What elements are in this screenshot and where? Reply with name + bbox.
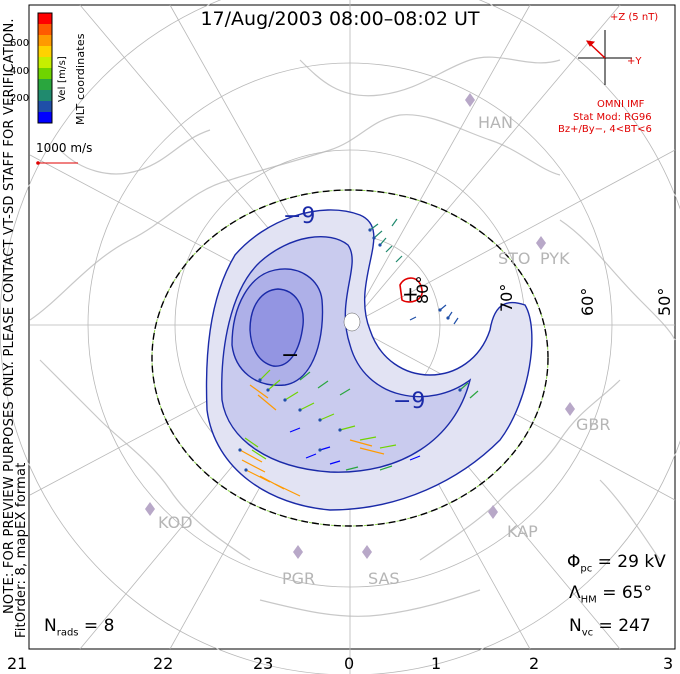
gap-patch bbox=[343, 312, 361, 332]
hm-latitude: ΛHM = 65° bbox=[569, 583, 652, 605]
imf-source: OMNI IMF bbox=[597, 99, 645, 110]
contour-label-neg: −9 bbox=[283, 204, 316, 229]
mlt-tick-1: 1 bbox=[431, 654, 442, 673]
colorbar-label: Vel [m/s] bbox=[57, 55, 68, 102]
colorbar-swatch bbox=[38, 79, 52, 90]
potential-max: + bbox=[402, 282, 419, 306]
station-pyk: PYK bbox=[540, 249, 570, 268]
plot-frame bbox=[28, 4, 676, 650]
colorbar-tick-400: 400 bbox=[10, 66, 30, 77]
nrads-symbol: N bbox=[44, 616, 57, 636]
mlt-tick-22: 22 bbox=[153, 654, 174, 673]
imf-y-label: +Y bbox=[627, 56, 642, 67]
colorbar-swatch bbox=[38, 13, 52, 24]
potential-min: − bbox=[281, 343, 300, 368]
stat-model: Stat Mod: RG96 bbox=[573, 112, 652, 123]
map-title: 17/Aug/2003 08:00–08:02 UT bbox=[200, 8, 480, 30]
coastlines bbox=[29, 56, 676, 617]
station-gbr: GBR bbox=[576, 415, 611, 434]
reference-vector bbox=[36, 161, 78, 165]
ref-vector-label: 1000 m/s bbox=[36, 141, 93, 155]
colorbar-swatch bbox=[38, 101, 52, 112]
station-sas: SAS bbox=[368, 569, 400, 588]
imf-z-label: +Z (5 nT) bbox=[610, 12, 659, 23]
lat-label-50: 50° bbox=[655, 287, 674, 316]
colorbar-swatch bbox=[38, 68, 52, 79]
velocity-vectors bbox=[239, 218, 479, 497]
imf-conditions: Bz+/By−, 4<BT<6 bbox=[558, 124, 652, 135]
imf-dial bbox=[578, 30, 632, 85]
colorbar-swatch bbox=[38, 35, 52, 46]
station-kap: KAP bbox=[507, 522, 538, 541]
station-han: HAN bbox=[478, 113, 513, 132]
station-sto: STO bbox=[498, 249, 531, 268]
vector-origins bbox=[238, 228, 462, 472]
phi-subscript: pc bbox=[580, 563, 593, 575]
station-pgr: PGR bbox=[282, 569, 316, 588]
mlt-tick-3: 3 bbox=[663, 654, 674, 673]
phi-symbol: Φ bbox=[567, 552, 581, 572]
nrads-value: = 8 bbox=[83, 616, 115, 636]
vector-count: Nvc = 247 bbox=[569, 616, 651, 638]
positive-cell bbox=[399, 277, 423, 303]
lambda-value: = 65° bbox=[602, 583, 652, 603]
fit-order: FitOrder: 8, mapEX format bbox=[14, 462, 29, 638]
nvc-value: = 247 bbox=[598, 616, 651, 636]
phi-value: = 29 kV bbox=[597, 552, 666, 572]
cross-polar-potential: Φpc = 29 kV bbox=[567, 552, 666, 574]
lat-label-70: 70° bbox=[497, 283, 516, 312]
colorbar-swatch bbox=[38, 57, 52, 68]
mlt-tick-23: 23 bbox=[253, 654, 274, 673]
nvc-subscript: vc bbox=[581, 627, 594, 639]
nrads-subscript: rads bbox=[56, 627, 79, 639]
colorbar-swatch bbox=[38, 90, 52, 101]
colorbar-swatch bbox=[38, 112, 52, 123]
lat-label-60: 60° bbox=[578, 287, 597, 316]
colorbar-tick-200: 200 bbox=[10, 93, 30, 104]
radar-count: Nrads = 8 bbox=[44, 616, 114, 638]
nvc-symbol: N bbox=[569, 616, 582, 636]
mlt-tick-2: 2 bbox=[529, 654, 540, 673]
station-kod: KOD bbox=[158, 513, 193, 532]
potential-contours bbox=[205, 209, 533, 511]
contour-label-neg2: −9 bbox=[393, 389, 426, 414]
colorbar-tick-600: 600 bbox=[10, 38, 30, 49]
colorbar-swatch bbox=[38, 24, 52, 35]
colorbar-swatch bbox=[38, 46, 52, 57]
coord-label: MLT coordinates bbox=[74, 33, 87, 125]
colorbar-outline bbox=[37, 12, 53, 124]
lambda-symbol: Λ bbox=[569, 583, 581, 603]
lambda-subscript: HM bbox=[580, 594, 597, 606]
station-markers bbox=[145, 93, 575, 559]
color-bar bbox=[37, 12, 53, 124]
lat-label-80: 80° bbox=[413, 275, 432, 304]
mlt-tick-0: 0 bbox=[344, 654, 355, 673]
mlt-tick-21: 21 bbox=[7, 654, 28, 673]
